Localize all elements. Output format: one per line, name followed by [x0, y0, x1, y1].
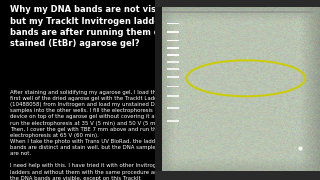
Bar — [167, 54, 179, 56]
Bar — [162, 11, 313, 13]
Bar — [167, 86, 179, 87]
Text: Why my DNA bands are not visible
but my TrackIt Invitrogen ladder
bands are afte: Why my DNA bands are not visible but my … — [10, 5, 188, 48]
Bar — [167, 40, 179, 41]
Bar — [167, 76, 179, 78]
Bar — [155, 0, 320, 7]
Bar — [167, 68, 179, 70]
Bar — [167, 31, 179, 33]
Bar — [155, 171, 320, 180]
Bar — [167, 47, 179, 49]
Bar — [167, 120, 179, 122]
Bar — [167, 95, 179, 97]
Text: After staining and solidifying my agarose gel, I load the
first well of the drie: After staining and solidifying my agaros… — [10, 90, 164, 180]
Bar — [167, 61, 179, 63]
Bar — [167, 22, 179, 24]
Bar — [155, 0, 162, 180]
Bar — [167, 107, 179, 109]
